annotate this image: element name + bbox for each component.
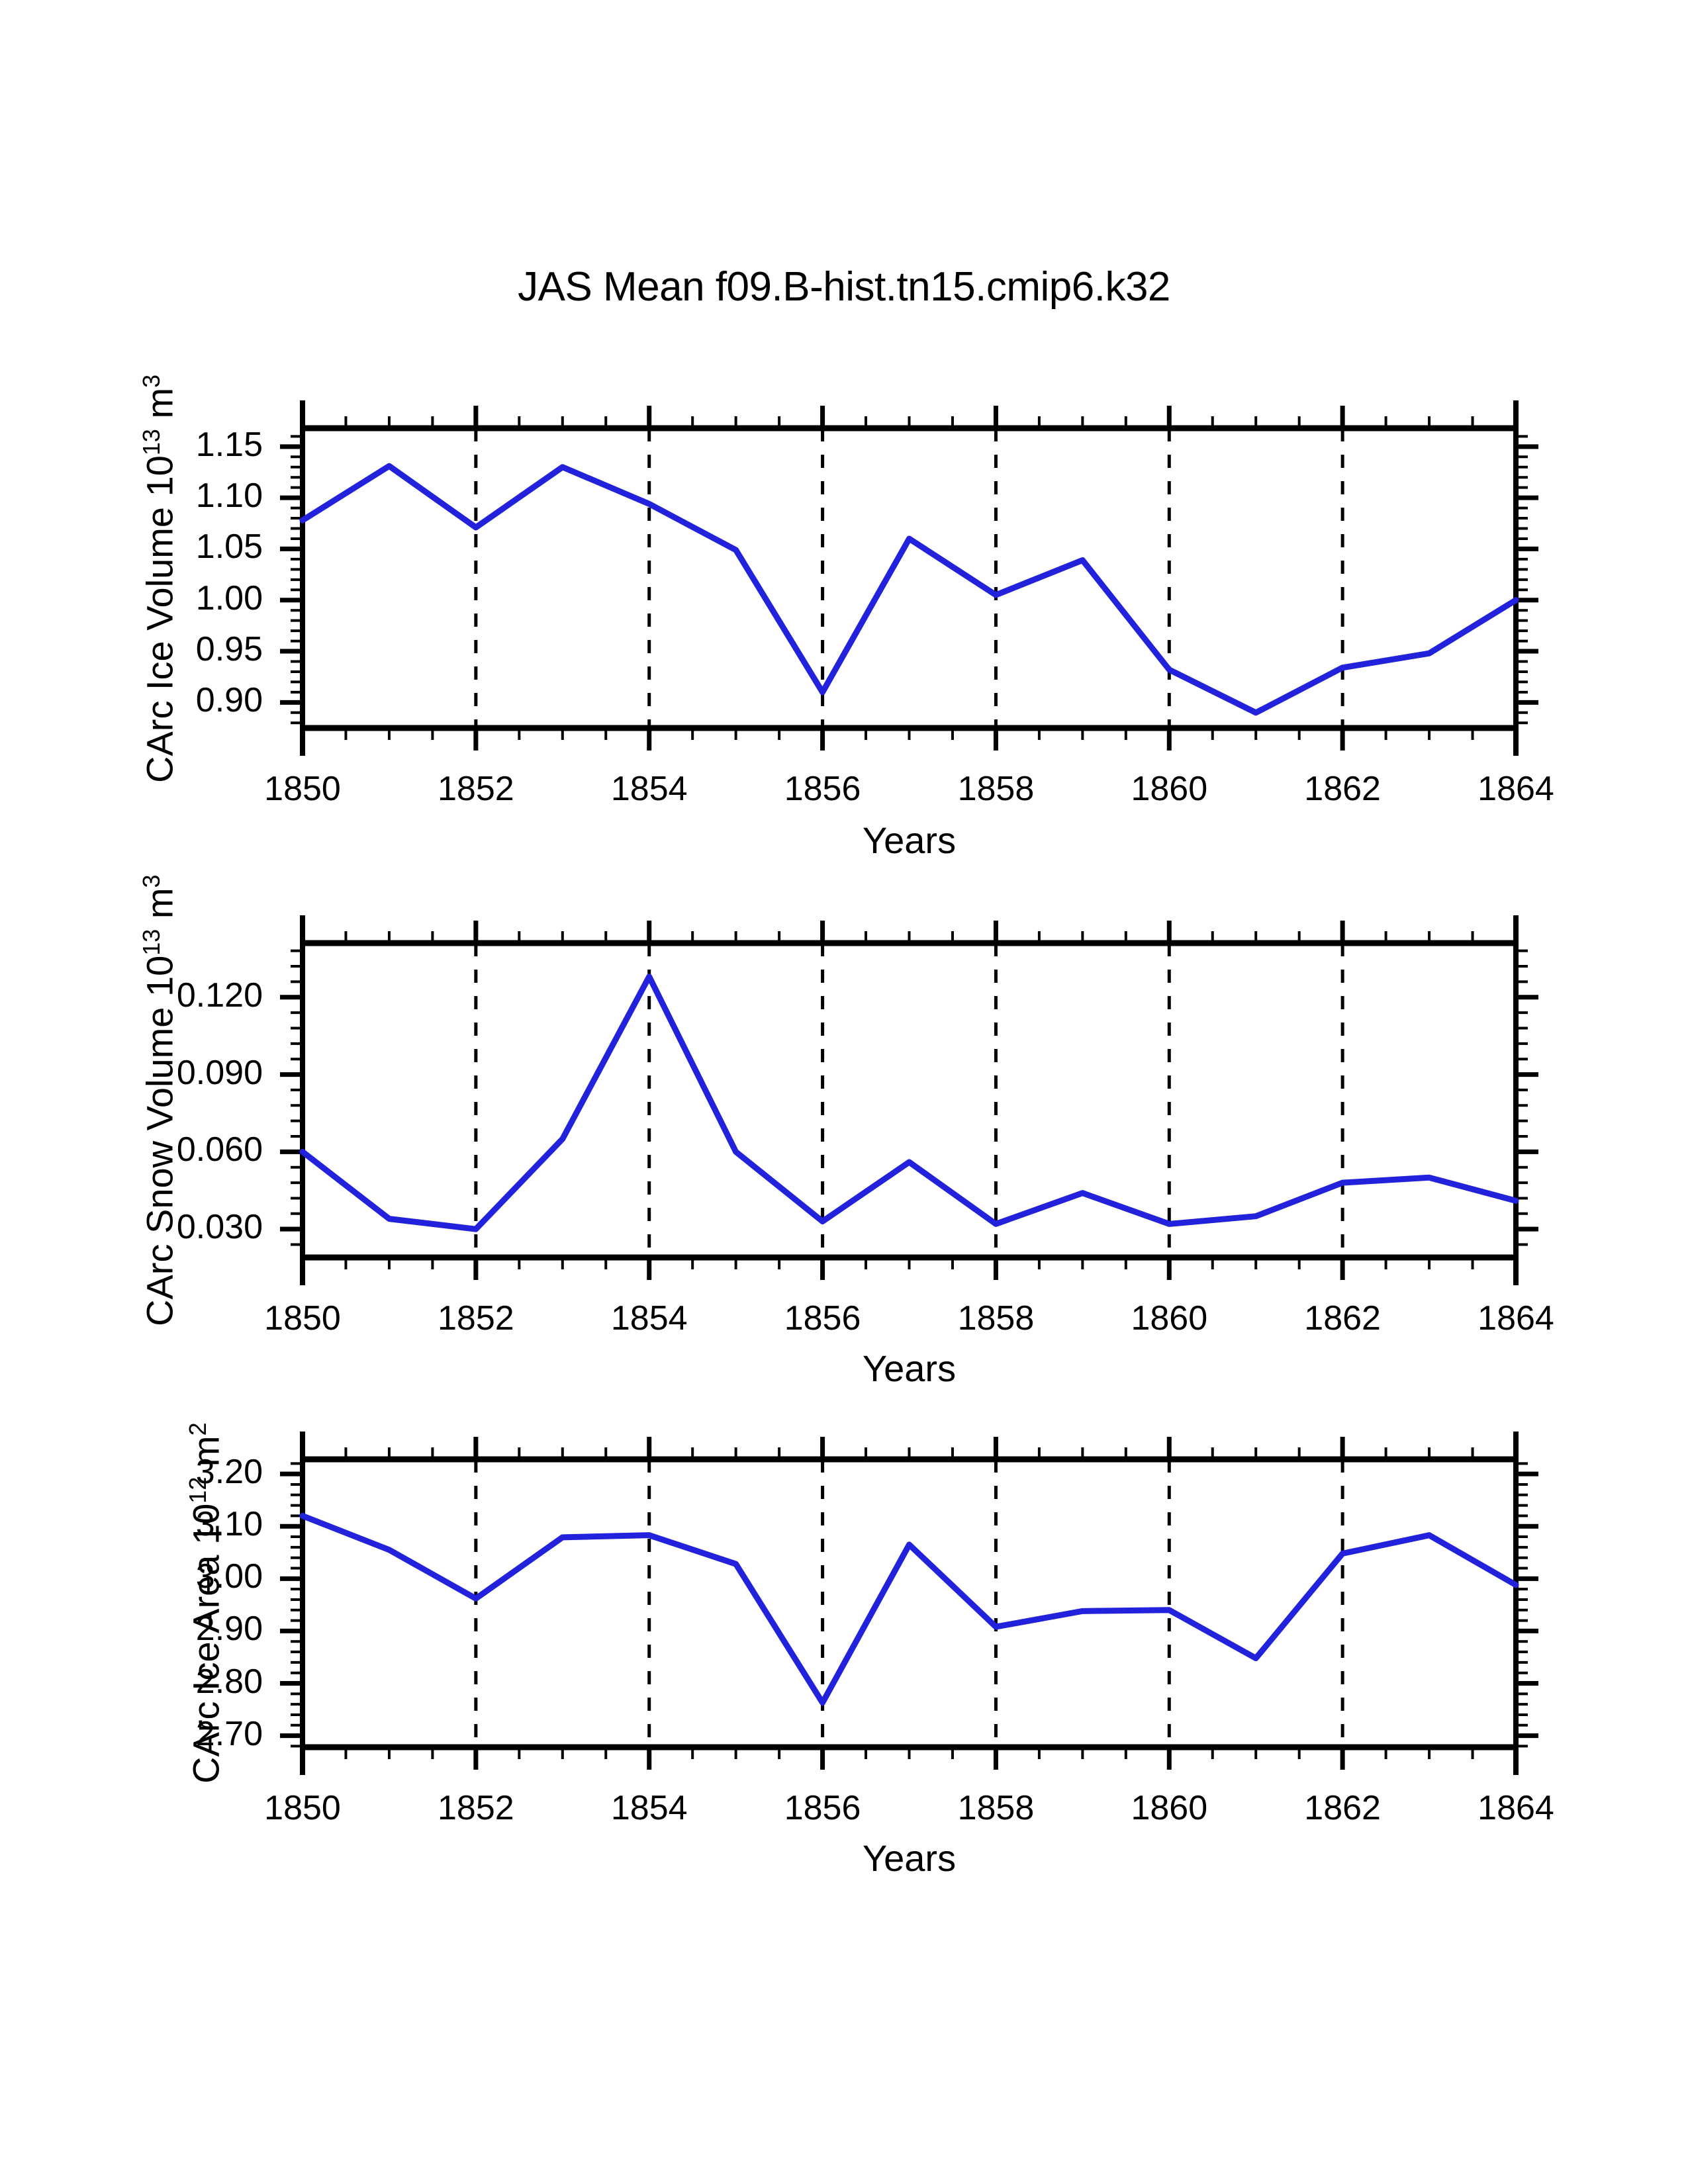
panel-2-x-tick-label: 1852: [438, 1299, 514, 1338]
panel-3-x-tick-label: 1852: [438, 1789, 514, 1827]
panel-1-x-axis-label: Years: [862, 819, 957, 861]
panel-1-x-tick-label: 1862: [1304, 770, 1381, 808]
panel-2-x-tick-label: 1850: [264, 1299, 341, 1338]
panel-3-chart: [280, 1432, 1538, 1775]
panel-1-y-tick-label: 1.00: [195, 578, 263, 617]
panel-2-y-label-unit-exponent: 3: [138, 874, 165, 887]
panel-1-chart: [280, 400, 1538, 756]
panel-1-y-tick-label: 1.05: [195, 527, 263, 567]
panel-3-x-tick-label: 1854: [610, 1789, 688, 1827]
panel-1-x-tick-label: 1858: [957, 770, 1035, 808]
panel-3-x-tick-label: 1856: [784, 1789, 861, 1827]
panel-2-x-tick-label: 1864: [1477, 1299, 1554, 1338]
panel-1-x-tick-label: 1852: [438, 770, 514, 808]
figure-title: JAS Mean f09.B-hist.tn15.cmip6.k32: [518, 264, 1170, 310]
panel-2-y-axis-label: CArc Snow Volume 1013 m3: [138, 874, 181, 1326]
panel-2-x-tick-label: 1854: [610, 1299, 688, 1338]
panel-3-y-tick-label: 3.00: [195, 1557, 263, 1596]
panel-2-y-tick-label: 0.030: [176, 1208, 263, 1247]
panel-3-y-tick-label: 2.90: [195, 1610, 263, 1649]
panel-1-y-tick-label: 1.10: [195, 477, 263, 516]
panel-3-x-axis-label: Years: [862, 1837, 957, 1879]
panel-2-y-tick-label: 0.060: [176, 1130, 263, 1169]
panel-1-y-label-unit-exponent: 3: [138, 374, 165, 388]
panel-2-plot-area: [210, 897, 1542, 1304]
panel-2-x-tick-label: 1856: [784, 1299, 861, 1338]
panel-1-plot-area: [210, 382, 1542, 774]
panel-1-y-label-unit: m: [138, 387, 181, 429]
panel-1-x-tick-label: 1856: [784, 770, 861, 808]
panel-3-x-tick-label: 1862: [1304, 1789, 1381, 1827]
panel-3-y-tick-label: 3.20: [195, 1453, 263, 1492]
panel-1-x-tick-label: 1860: [1131, 770, 1208, 808]
panel-2-x-tick-label: 1860: [1131, 1299, 1208, 1338]
panel-3-y-label-unit-exponent: 2: [184, 1422, 211, 1436]
panel-3-x-tick-label: 1864: [1477, 1789, 1554, 1827]
panel-3-y-tick-label: 2.80: [195, 1662, 263, 1701]
panel-1-y-tick-label: 1.15: [195, 425, 263, 464]
panel-3-y-tick-label: 3.10: [195, 1505, 263, 1544]
panel-2-x-axis-label: Years: [862, 1347, 957, 1389]
panel-3-x-tick-label: 1860: [1131, 1789, 1208, 1827]
panel-3-x-tick-label: 1850: [264, 1789, 341, 1827]
panel-2-y-label-unit: m: [138, 887, 181, 929]
panel-2-x-tick-label: 1858: [957, 1299, 1035, 1338]
panel-3-plot-area: [210, 1413, 1542, 1794]
panel-3-y-tick-label: 2.70: [195, 1714, 263, 1753]
panel-2-y-tick-label: 0.090: [176, 1053, 263, 1092]
panel-2-x-tick-label: 1862: [1304, 1299, 1381, 1338]
panel-1-y-tick-label: 0.90: [195, 681, 263, 720]
panel-1-x-tick-label: 1850: [264, 770, 341, 808]
panel-1-x-tick-label: 1854: [610, 770, 688, 808]
panel-2-y-tick-label: 0.120: [176, 976, 263, 1015]
panel-1-x-tick-label: 1864: [1477, 770, 1554, 808]
panel-1-y-tick-label: 0.95: [195, 630, 263, 669]
panel-2-chart: [280, 915, 1538, 1285]
panel-2-y-label-exponent: 13: [138, 929, 165, 956]
panel-3-x-tick-label: 1858: [957, 1789, 1035, 1827]
